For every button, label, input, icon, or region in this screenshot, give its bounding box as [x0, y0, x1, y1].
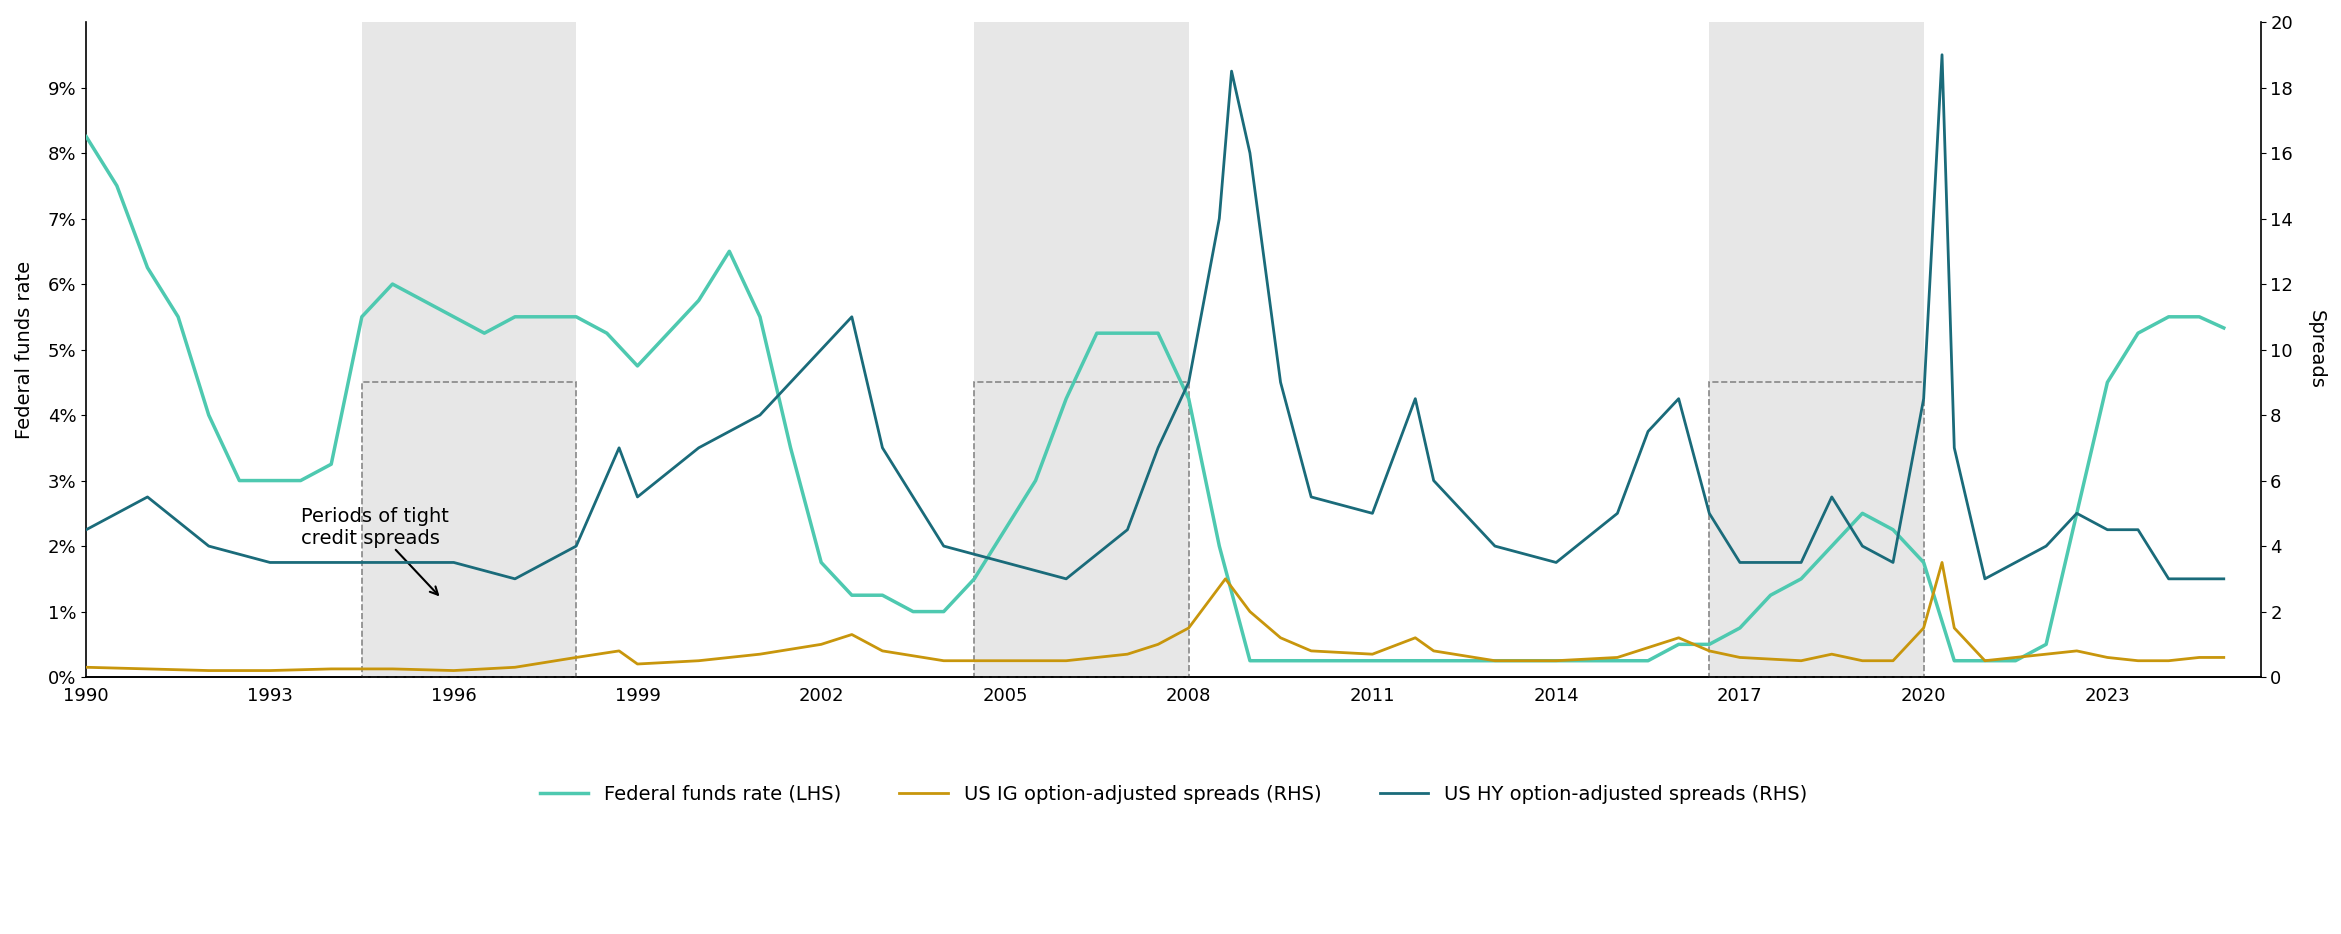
US HY option-adjusted spreads (RHS) [838, 311, 866, 322]
Federal funds rate (LHS) [2123, 328, 2151, 339]
Line: Federal funds rate (LHS): Federal funds rate (LHS) [87, 136, 2224, 660]
Federal funds rate (LHS) [684, 295, 712, 306]
Federal funds rate (LHS) [133, 262, 162, 274]
US HY option-adjusted spreads (RHS) [1482, 541, 1510, 552]
Line: US HY option-adjusted spreads (RHS): US HY option-adjusted spreads (RHS) [87, 55, 2224, 579]
US IG option-adjusted spreads (RHS) [1817, 648, 1845, 659]
US IG option-adjusted spreads (RHS) [747, 648, 775, 659]
US HY option-adjusted spreads (RHS) [1880, 557, 1908, 568]
Line: US IG option-adjusted spreads (RHS): US IG option-adjusted spreads (RHS) [87, 562, 2224, 671]
US IG option-adjusted spreads (RHS) [2210, 652, 2238, 663]
Federal funds rate (LHS) [73, 131, 101, 142]
Y-axis label: Spreads: Spreads [2306, 310, 2327, 389]
Y-axis label: Federal funds rate: Federal funds rate [14, 261, 35, 439]
Federal funds rate (LHS) [1236, 655, 1264, 666]
Federal funds rate (LHS) [1725, 622, 1753, 633]
Legend: Federal funds rate (LHS), US IG option-adjusted spreads (RHS), US HY option-adju: Federal funds rate (LHS), US IG option-a… [531, 777, 1814, 812]
US IG option-adjusted spreads (RHS) [1929, 557, 1957, 568]
US HY option-adjusted spreads (RHS) [501, 573, 529, 585]
Text: Periods of tight
credit spreads: Periods of tight credit spreads [300, 507, 449, 595]
US HY option-adjusted spreads (RHS) [1929, 50, 1957, 61]
US HY option-adjusted spreads (RHS) [2210, 573, 2238, 585]
US IG option-adjusted spreads (RHS) [1695, 645, 1723, 657]
Bar [1709, 22, 1924, 677]
Federal funds rate (LHS) [1388, 655, 1416, 666]
US IG option-adjusted spreads (RHS) [2184, 652, 2212, 663]
Federal funds rate (LHS) [2210, 322, 2238, 333]
US HY option-adjusted spreads (RHS) [1543, 557, 1571, 568]
Bar [974, 22, 1189, 677]
US IG option-adjusted spreads (RHS) [73, 661, 101, 672]
US HY option-adjusted spreads (RHS) [73, 524, 101, 535]
Bar [363, 22, 576, 677]
Federal funds rate (LHS) [1114, 328, 1142, 339]
US HY option-adjusted spreads (RHS) [1664, 393, 1693, 404]
US HY option-adjusted spreads (RHS) [1634, 426, 1662, 437]
US IG option-adjusted spreads (RHS) [194, 665, 222, 676]
US IG option-adjusted spreads (RHS) [929, 655, 957, 666]
US IG option-adjusted spreads (RHS) [990, 655, 1018, 666]
